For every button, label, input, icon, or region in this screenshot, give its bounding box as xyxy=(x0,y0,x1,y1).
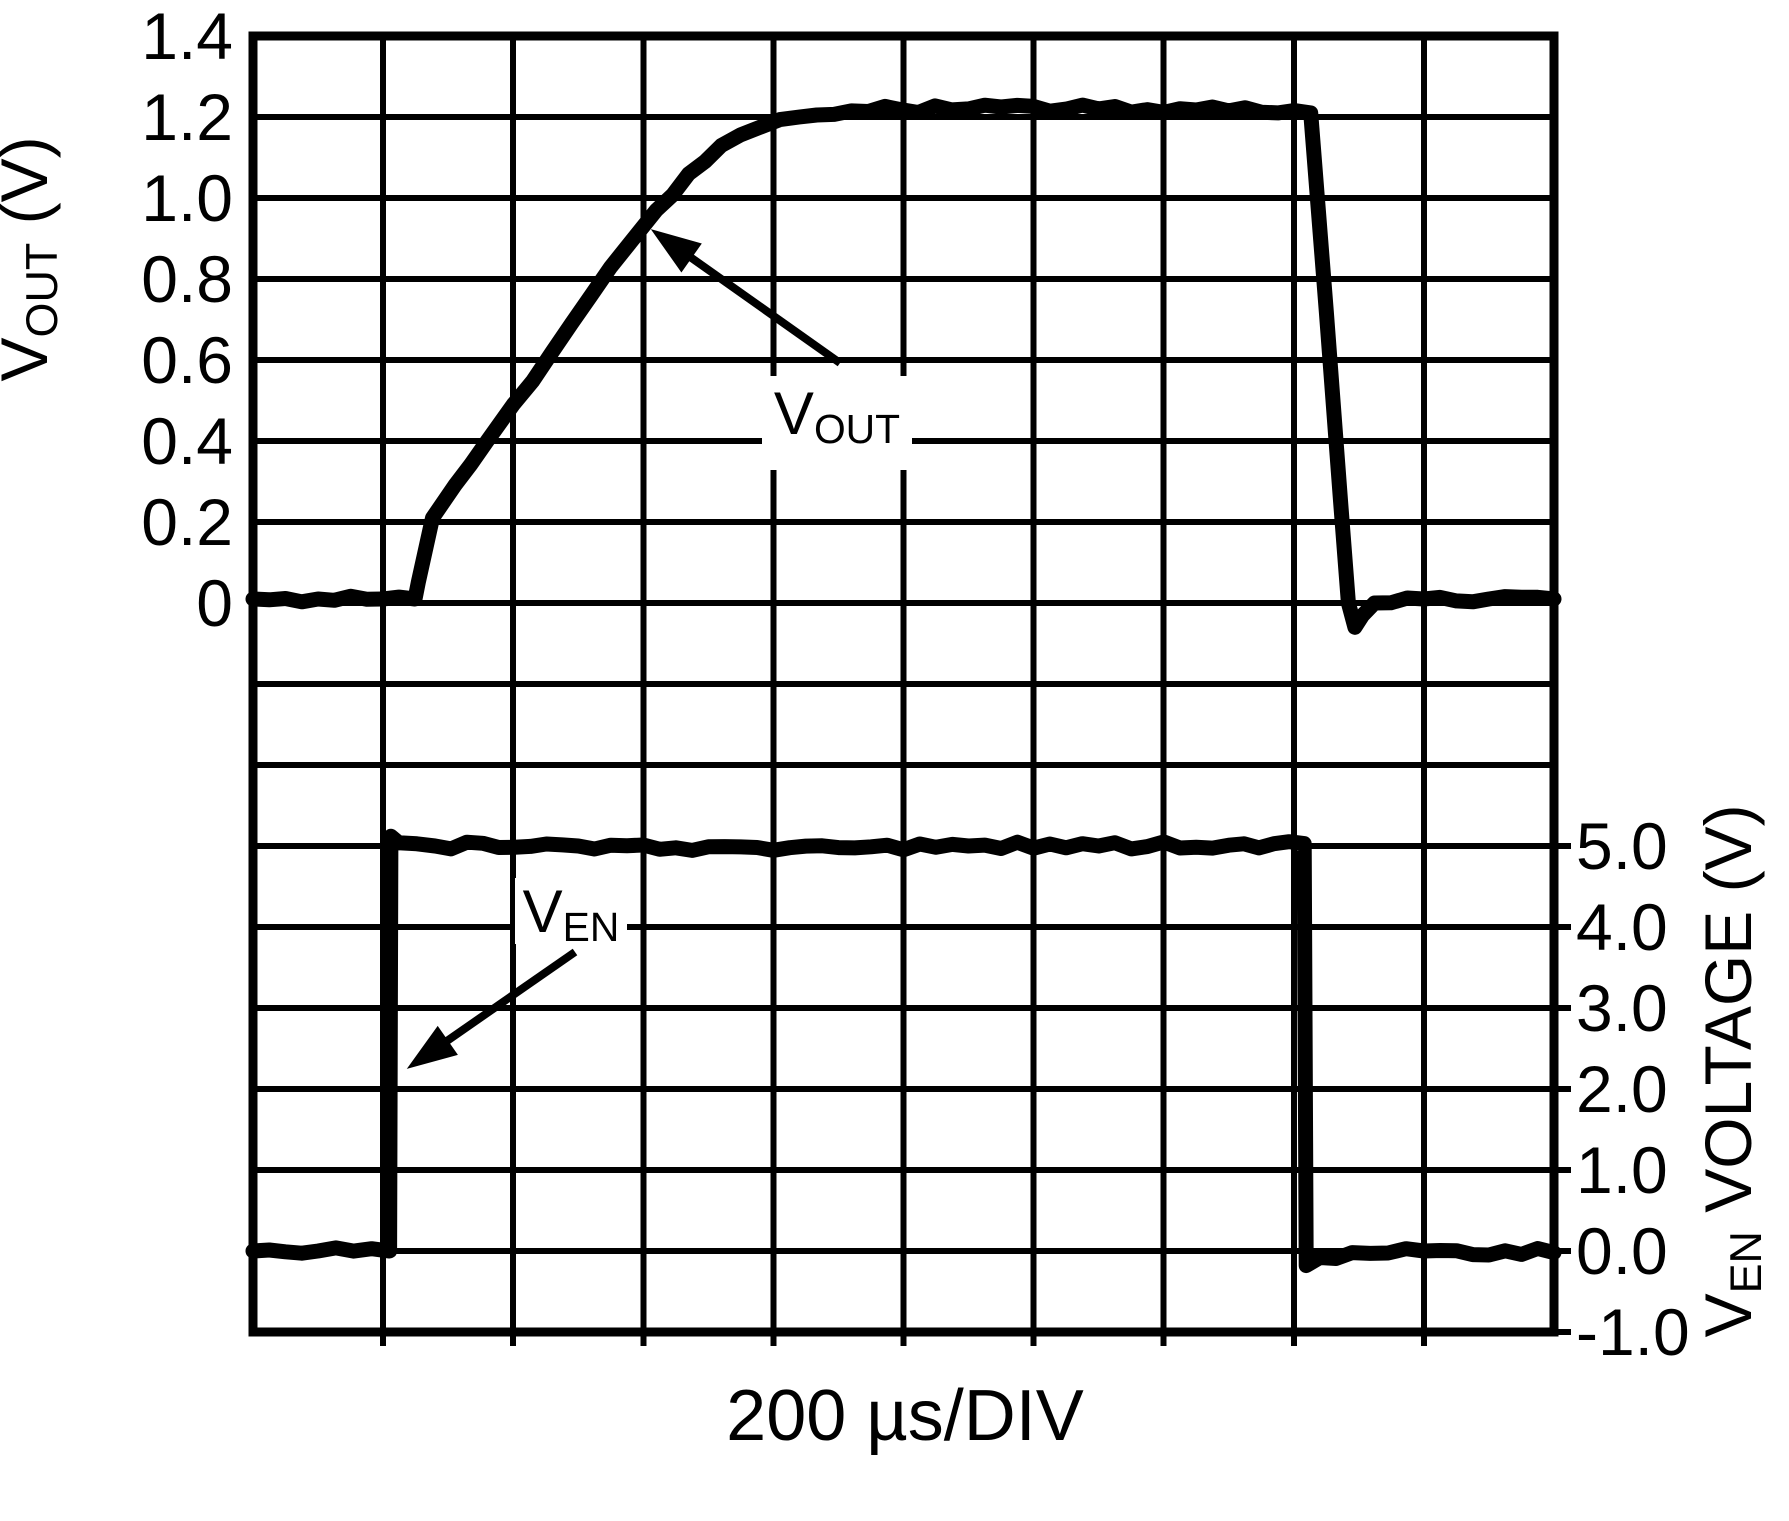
ven-axis-tick: 4.0 xyxy=(1576,890,1668,964)
grid-lines xyxy=(248,31,1571,1346)
ven-annotation-label: VEN xyxy=(515,878,627,948)
axis-title-part: VOLTAGE (V) xyxy=(1691,804,1766,1232)
vout-trace xyxy=(245,97,1562,635)
ven-axis-tick: 3.0 xyxy=(1576,971,1668,1045)
axis-title-part: V xyxy=(0,337,61,381)
ven-axis-tick: -1.0 xyxy=(1576,1295,1690,1369)
ven-arrow-line xyxy=(440,948,578,1048)
axis-title-part: OUT xyxy=(813,405,901,452)
axis-title-part: (V) xyxy=(0,136,62,225)
vout-axis-tick: 0.2 xyxy=(141,485,233,559)
axis-title-part: EN xyxy=(562,903,620,950)
axis-title-part: V xyxy=(773,380,814,447)
axis-title-part: OUT xyxy=(15,242,67,338)
chart-canvas xyxy=(245,31,1571,1346)
vout-axis-tick: 0.4 xyxy=(141,404,233,478)
ven-axis-tick: 0.0 xyxy=(1576,1214,1668,1288)
ven-axis-tick: 5.0 xyxy=(1576,809,1668,883)
waveform-traces xyxy=(245,97,1562,1274)
vout-annotation-label: VOUT xyxy=(762,376,912,470)
x-axis-label: 200 µs/DIV xyxy=(726,1376,1084,1456)
vout-axis-tick: 0 xyxy=(196,566,233,640)
vout-arrowhead xyxy=(650,229,702,273)
ven-arrowhead xyxy=(406,1025,458,1069)
axis-title-part: EN xyxy=(1719,1231,1771,1294)
vout-arrow-line xyxy=(683,250,843,367)
left-axis-title: VOUT (V) xyxy=(0,0,77,609)
axis-title-part: V xyxy=(1691,1293,1766,1338)
vout-axis-tick: 1.2 xyxy=(141,80,233,154)
ven-axis-tick: 2.0 xyxy=(1576,1052,1668,1126)
vout-axis-tick: 0.8 xyxy=(141,242,233,316)
ven-trace xyxy=(245,828,1562,1274)
right-axis-title: VEN VOLTAGE (V) xyxy=(1691,621,1781,1521)
annotation-arrows xyxy=(406,229,843,1069)
vout-axis-tick: 0.6 xyxy=(141,323,233,397)
axis-title-part: V xyxy=(522,878,563,945)
ven-axis-tick: 1.0 xyxy=(1576,1133,1668,1207)
oscilloscope-startup-chart: 1.4 1.2 1.0 0.8 0.6 0.4 0.2 0 5.0 4.0 3.0 2.0 1.0 0.… xyxy=(0,0,1771,1456)
vout-axis-tick: 1.4 xyxy=(141,0,233,73)
vout-axis-tick: 1.0 xyxy=(141,161,233,235)
